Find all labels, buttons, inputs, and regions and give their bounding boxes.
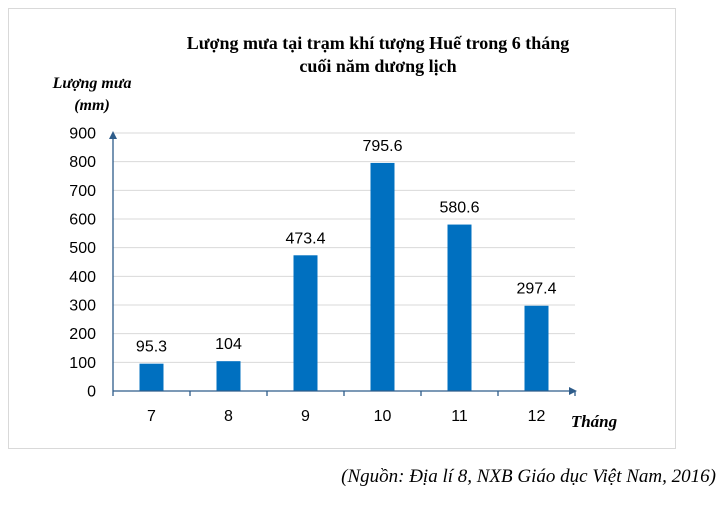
- bar: [447, 224, 472, 391]
- y-tick-label: 200: [69, 326, 96, 343]
- chart-frame: [8, 8, 676, 449]
- axes: [109, 131, 577, 396]
- bar: [216, 361, 241, 391]
- bar: [370, 162, 395, 391]
- x-axis-arrowhead: [569, 387, 577, 395]
- y-tick-label: 700: [69, 183, 96, 200]
- data-label: 297.4: [516, 281, 556, 298]
- data-label: 580.6: [439, 200, 479, 217]
- chart-title: Lượng mưa tại trạm khí tượng Huế trong 6…: [187, 33, 570, 76]
- y-axis-title-line-2: (mm): [74, 97, 110, 114]
- y-tick-label: 300: [69, 298, 96, 315]
- x-axis-title: Tháng: [571, 412, 618, 431]
- y-tick-labels: 0 100 200 300 400 500 600 700 800 900: [69, 126, 96, 401]
- y-tick-label: 500: [69, 240, 96, 257]
- chart-title-line-2: cuối năm dương lịch: [299, 56, 456, 76]
- bars: [139, 162, 549, 391]
- y-tick-label: 100: [69, 355, 96, 372]
- x-tick-label: 8: [224, 408, 233, 425]
- x-tick-label: 10: [374, 408, 392, 425]
- bar: [139, 363, 164, 391]
- data-labels: 95.3 104 473.4 795.6 580.6 297.4: [136, 138, 557, 356]
- chart-title-line-1: Lượng mưa tại trạm khí tượng Huế trong 6…: [187, 33, 570, 53]
- y-axis-title-line-1: Lượng mưa: [52, 75, 132, 92]
- y-tick-label: 800: [69, 154, 96, 171]
- y-tick-label: 600: [69, 212, 96, 229]
- x-tick-label: 7: [147, 408, 156, 425]
- y-axis-title: Lượng mưa (mm): [52, 75, 132, 114]
- y-tick-label: 0: [87, 384, 96, 401]
- x-tick-label: 11: [451, 408, 468, 425]
- gridlines: [113, 132, 575, 363]
- bar: [524, 305, 549, 391]
- x-tick-label: 9: [301, 408, 310, 425]
- rainfall-bar-chart: Lượng mưa tại trạm khí tượng Huế trong 6…: [52, 33, 618, 431]
- data-label: 795.6: [362, 138, 402, 155]
- y-tick-label: 900: [69, 126, 96, 143]
- data-label: 104: [215, 336, 242, 353]
- y-tick-label: 400: [69, 269, 96, 286]
- data-label: 95.3: [136, 339, 167, 356]
- data-label: 473.4: [285, 230, 325, 247]
- y-axis-arrowhead: [109, 131, 117, 139]
- x-tick-label: 12: [528, 408, 546, 425]
- bar: [293, 255, 318, 391]
- source-note: (Nguồn: Địa lí 8, NXB Giáo dục Việt Nam,…: [341, 466, 716, 487]
- x-tick-labels: 7 8 9 10 11 12: [147, 408, 545, 425]
